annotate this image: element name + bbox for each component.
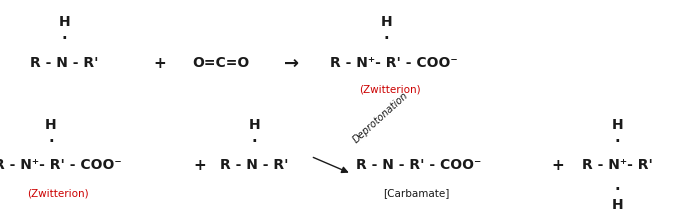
Text: H: H [248,118,260,132]
Text: +: + [552,157,564,173]
Text: Deprotonation: Deprotonation [351,91,410,145]
Text: R - N⁺- R': R - N⁺- R' [582,158,653,172]
Text: →: → [284,54,300,72]
Text: R - N⁺- R' - COO⁻: R - N⁺- R' - COO⁻ [329,56,457,70]
Text: ·: · [384,31,390,46]
Text: (Zwitterion): (Zwitterion) [359,85,421,95]
Text: [Carbamate]: [Carbamate] [383,188,449,198]
Text: R - N - R' - COO⁻: R - N - R' - COO⁻ [356,158,481,172]
Text: ·: · [252,134,257,149]
Text: +: + [194,157,207,173]
Text: ·: · [48,134,54,149]
Text: (Zwitterion): (Zwitterion) [27,188,89,198]
Text: R - N⁺- R' - COO⁻: R - N⁺- R' - COO⁻ [0,158,122,172]
Text: H: H [59,15,71,29]
Text: H: H [612,118,623,132]
Text: +: + [153,56,166,71]
Text: R - N - R': R - N - R' [220,158,289,172]
Text: ·: · [62,31,67,46]
Text: ·: · [614,134,620,149]
Text: H: H [381,15,392,29]
Text: O=C=O: O=C=O [192,56,249,70]
Text: R - N - R': R - N - R' [30,56,99,70]
Text: ·: · [614,182,620,197]
Text: H: H [612,198,623,213]
Text: H: H [45,118,57,132]
